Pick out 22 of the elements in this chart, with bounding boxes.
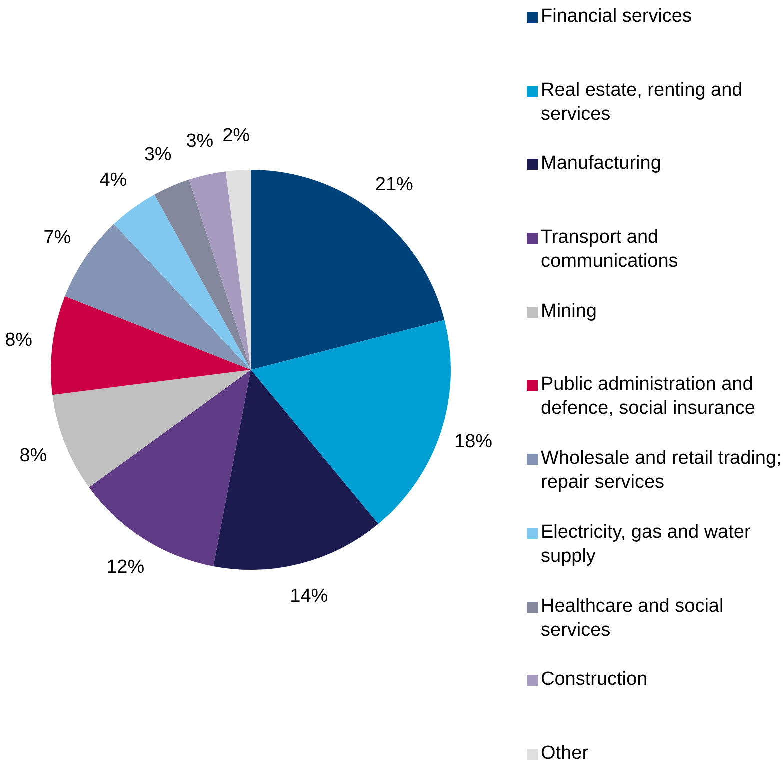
- data-label: 3%: [186, 130, 214, 152]
- data-label: 7%: [44, 228, 72, 249]
- legend-label: Other: [541, 742, 590, 764]
- data-label: 14%: [290, 586, 328, 607]
- legend-label: Real estate, renting and services: [541, 78, 744, 127]
- data-label: 4%: [100, 170, 128, 191]
- legend-label: Transport and communications: [541, 226, 680, 274]
- legend-label: Financial services: [541, 5, 693, 29]
- legend-label: Healthcare and social services: [541, 594, 725, 642]
- data-label: 12%: [106, 556, 145, 578]
- data-label: 3%: [144, 144, 172, 166]
- legend-label: Electricity, gas and water supply: [541, 520, 752, 569]
- data-label: 8%: [20, 445, 48, 466]
- data-label: 8%: [5, 330, 33, 351]
- legend-label: Construction: [541, 668, 649, 692]
- legend-label: Manufacturing: [541, 152, 662, 176]
- data-label: 18%: [454, 432, 493, 453]
- legend-label: Mining: [541, 300, 598, 324]
- legend-label: Wholesale and retail trading; repair services: [541, 447, 783, 496]
- legend-label: Public administration and defence, social insurance: [541, 373, 756, 422]
- data-label: 21%: [375, 174, 414, 196]
- data-label: 2%: [222, 126, 250, 147]
